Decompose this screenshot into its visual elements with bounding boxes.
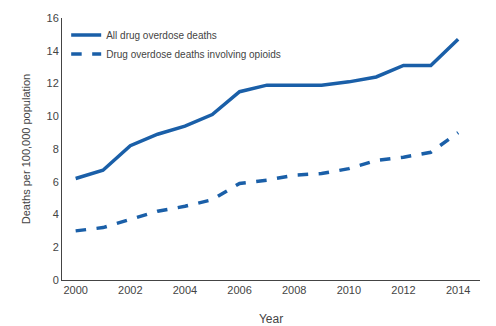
svg-text:Deaths per 100,000 population: Deaths per 100,000 population (20, 74, 32, 224)
svg-text:2006: 2006 (227, 284, 251, 296)
svg-text:0: 0 (53, 274, 59, 286)
svg-text:10: 10 (47, 110, 59, 122)
svg-text:2000: 2000 (63, 284, 87, 296)
svg-text:2002: 2002 (118, 284, 142, 296)
svg-text:Drug overdose deaths involving: Drug overdose deaths involving opioids (106, 49, 281, 60)
svg-text:Year: Year (259, 312, 283, 326)
svg-text:2004: 2004 (173, 284, 197, 296)
svg-text:12: 12 (47, 77, 59, 89)
svg-text:All drug overdose deaths: All drug overdose deaths (106, 30, 217, 41)
svg-text:2008: 2008 (282, 284, 306, 296)
svg-text:8: 8 (53, 143, 59, 155)
svg-text:14: 14 (47, 45, 59, 57)
svg-text:2014: 2014 (446, 284, 470, 296)
svg-text:2012: 2012 (391, 284, 415, 296)
svg-text:2: 2 (53, 241, 59, 253)
svg-text:4: 4 (53, 208, 59, 220)
svg-text:6: 6 (53, 176, 59, 188)
svg-text:16: 16 (47, 12, 59, 24)
svg-text:2010: 2010 (337, 284, 361, 296)
